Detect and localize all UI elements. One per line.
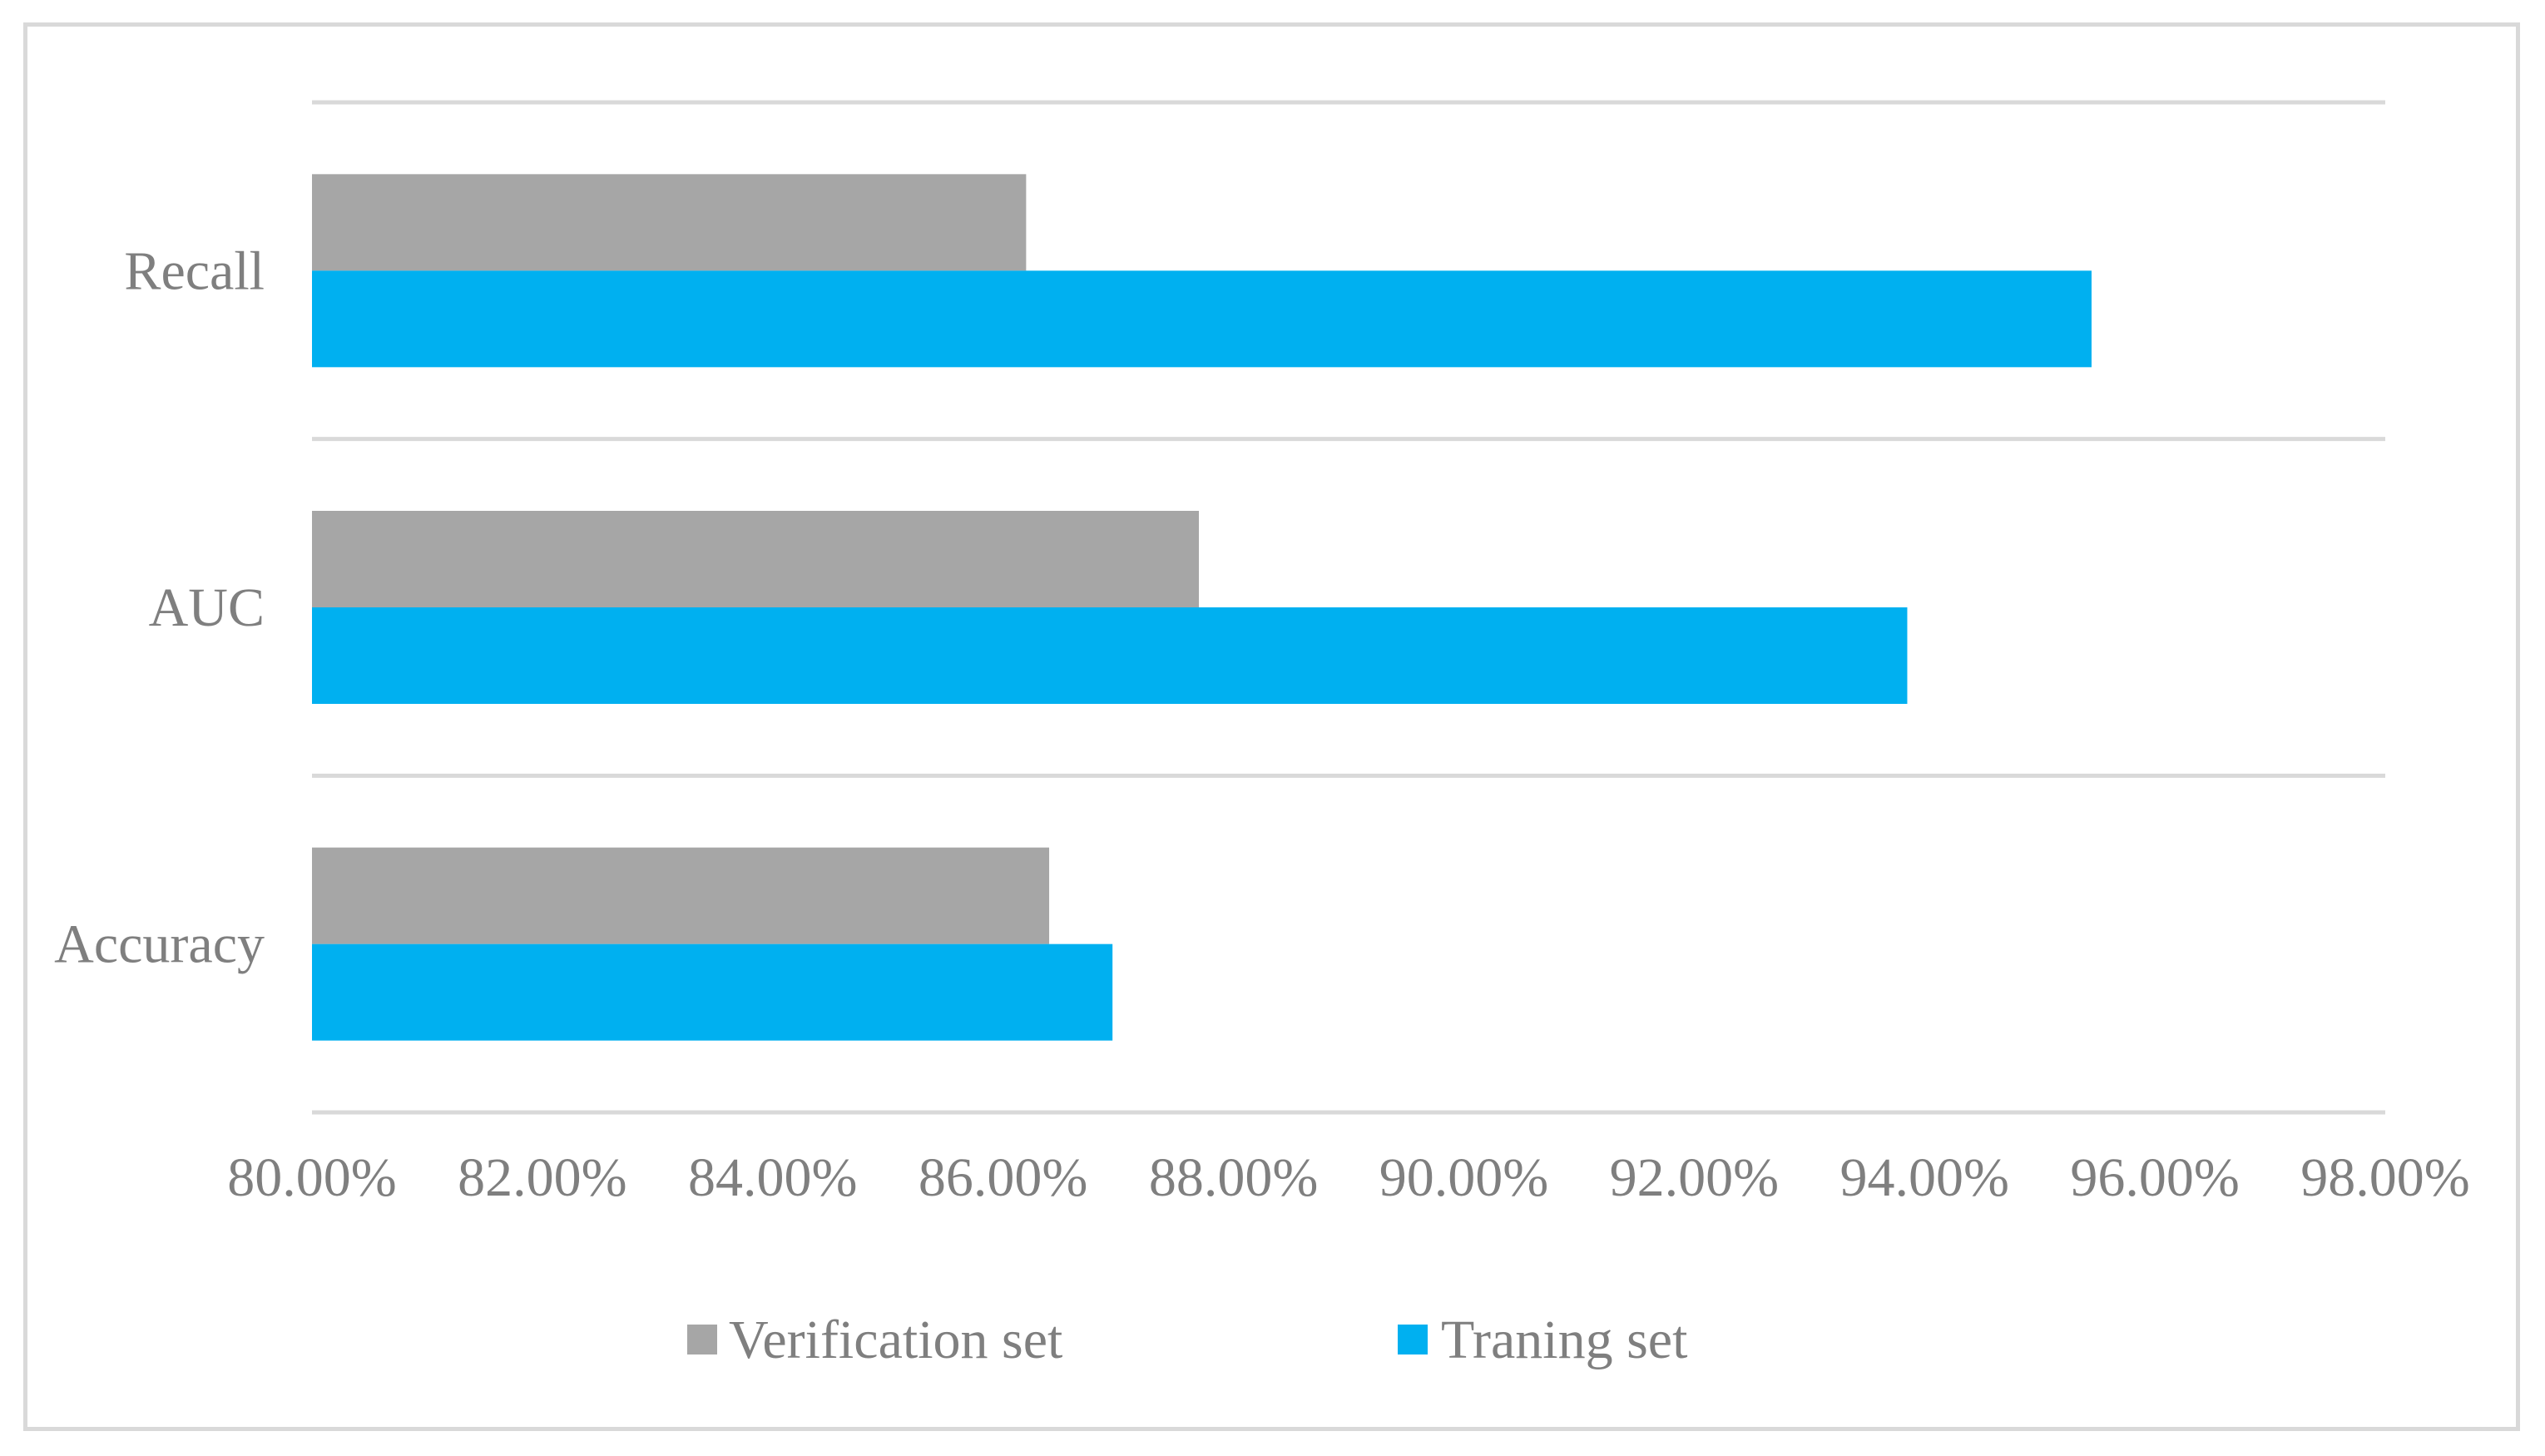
x-tick-label: 84.00% [688,1147,857,1208]
x-tick-label: 98.00% [2300,1147,2469,1208]
bar-accuracy-training [312,944,1112,1041]
x-tick-label: 92.00% [1610,1147,1779,1208]
category-label: Recall [124,240,265,301]
bar-auc-verification [312,511,1199,607]
bars [312,174,2092,1040]
x-tick-label: 88.00% [1149,1147,1318,1208]
legend-label: Verification set [729,1310,1062,1370]
category-label: AUC [149,577,265,638]
x-tick-label: 86.00% [918,1147,1087,1208]
legend-swatch [1398,1325,1428,1354]
x-tick-label: 94.00% [1839,1147,2008,1208]
category-label: Accuracy [54,914,265,975]
legend: Verification set Traning set [687,1310,1687,1370]
x-tick-label: 80.00% [227,1147,396,1208]
x-tick-label: 90.00% [1379,1147,1548,1208]
bar-accuracy-verification [312,848,1049,944]
bar-recall-verification [312,174,1026,270]
x-tick-label: 82.00% [458,1147,626,1208]
legend-swatch [687,1325,717,1354]
bar-auc-training [312,607,1907,704]
bar-recall-training [312,270,2092,367]
x-axis-tick-labels: 80.00% 82.00% 84.00% 86.00% 88.00% 90.00% 92.0… [227,1147,2469,1208]
x-tick-label: 96.00% [2070,1147,2239,1208]
category-labels: Accuracy AUC Recall [54,240,265,974]
legend-label: Traning set [1441,1310,1687,1370]
